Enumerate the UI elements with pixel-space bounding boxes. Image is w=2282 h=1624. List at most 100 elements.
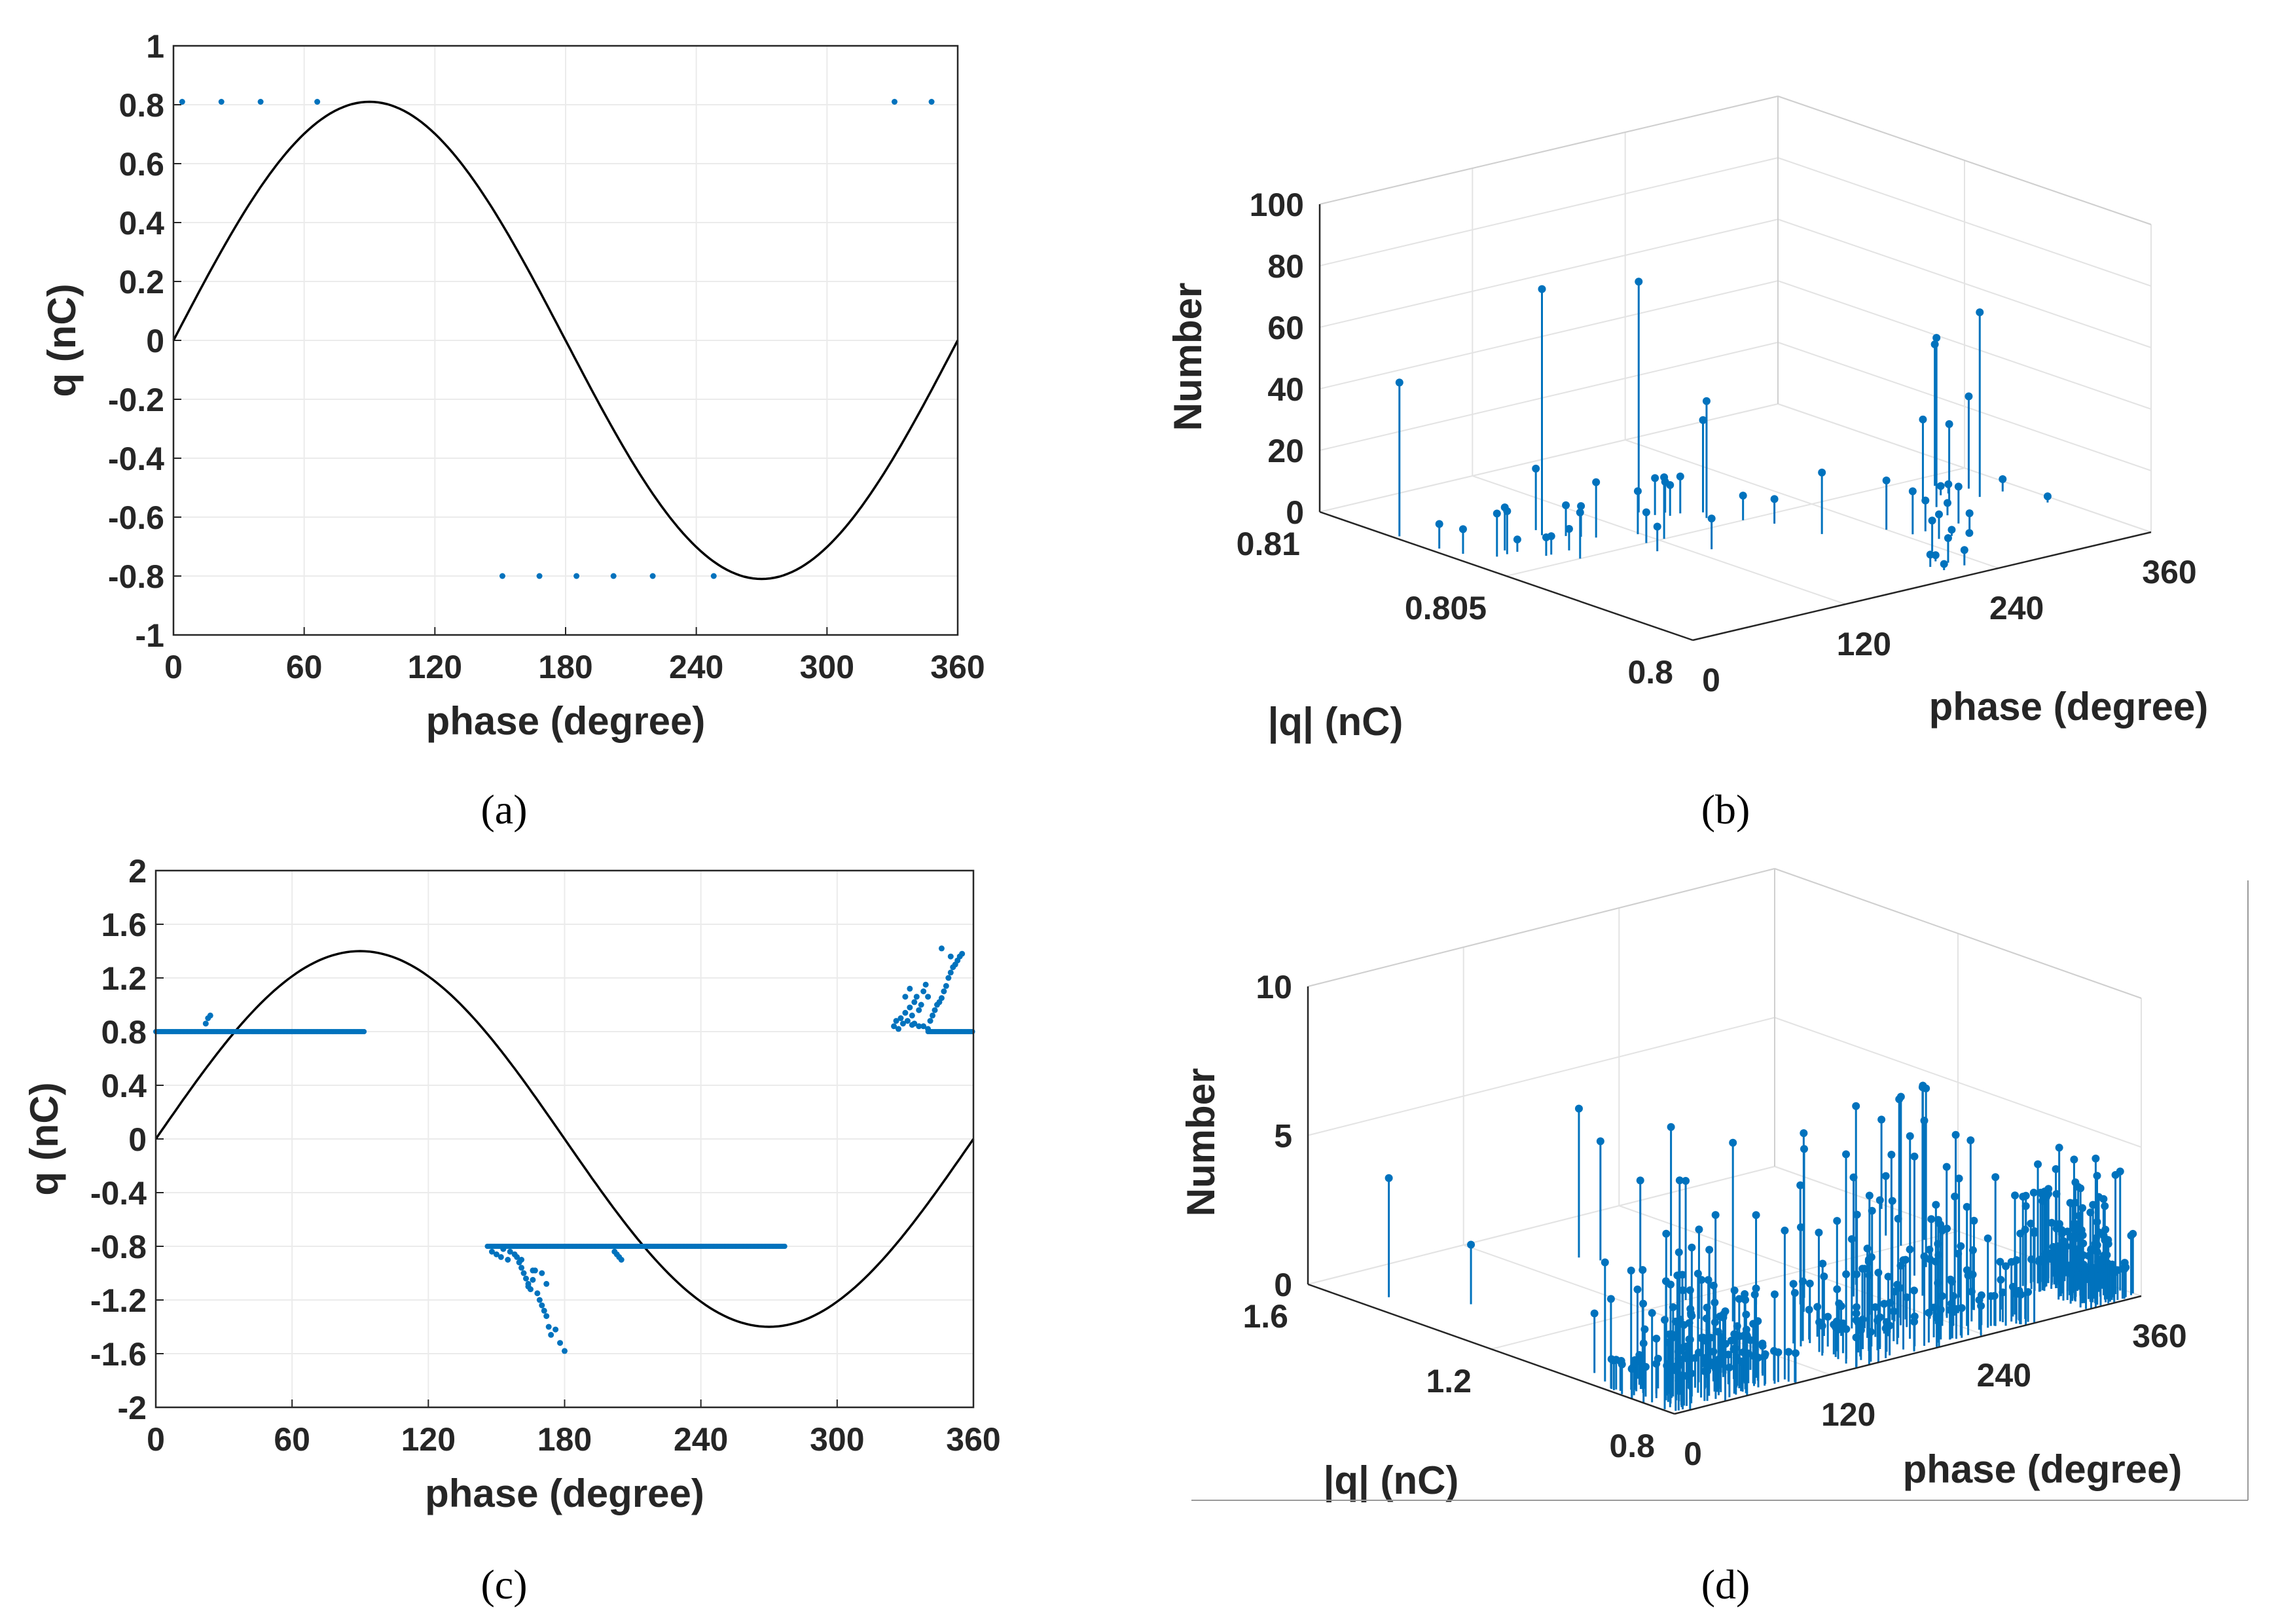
y-tick-label: 1.6 — [1242, 1298, 1288, 1335]
z-tick-label: 0 — [1274, 1267, 1292, 1303]
stem-marker — [1925, 1308, 1933, 1317]
stem-marker — [1731, 1331, 1740, 1339]
data-point — [902, 1009, 909, 1016]
stem-marker — [1709, 1282, 1718, 1290]
stem-marker — [1671, 1317, 1680, 1326]
stem-marker — [1934, 1279, 1942, 1288]
stem-marker — [1667, 1123, 1675, 1131]
x-tick-label: 120 — [408, 649, 462, 685]
stem-marker — [1865, 1191, 1874, 1200]
stem-marker — [1750, 1290, 1759, 1299]
stem-marker — [2071, 1178, 2080, 1187]
stem-marker — [1887, 1151, 1896, 1159]
stem-marker — [2067, 1270, 2075, 1278]
stem-marker — [1852, 1102, 1860, 1110]
wall-gridline — [1319, 157, 1779, 266]
data-point — [361, 1029, 367, 1034]
stem-marker — [1877, 1115, 1886, 1124]
data-point — [920, 1023, 927, 1030]
z-tick-label: 20 — [1267, 433, 1304, 469]
stem-marker — [2076, 1184, 2085, 1193]
stem-marker — [2054, 1265, 2063, 1274]
stem-marker — [1919, 415, 1927, 424]
subplot-b: 01202403600.80.8050.81020406080100phase … — [1166, 96, 2208, 744]
stem-marker — [2081, 1269, 2090, 1278]
stem-marker — [1752, 1211, 1760, 1219]
stem-marker — [1642, 508, 1650, 516]
wall-gridline — [1307, 1166, 1775, 1285]
stem-marker — [1682, 1342, 1691, 1350]
floor-gridline — [1506, 467, 1965, 577]
y-tick-label: -1.6 — [90, 1336, 147, 1373]
stem-marker — [1954, 482, 1963, 491]
data-point — [902, 994, 909, 1000]
stem-marker — [1699, 416, 1707, 424]
stem-marker — [1938, 1291, 1946, 1300]
data-point — [941, 988, 947, 994]
stem-marker — [1863, 1244, 1872, 1253]
stem-marker — [1935, 510, 1943, 518]
data-point — [925, 994, 932, 1000]
data-point — [505, 1257, 511, 1263]
stem-marker — [1695, 1225, 1703, 1234]
data-point — [530, 1276, 536, 1283]
data-point — [507, 1248, 513, 1255]
y-axis-label: q (nC) — [22, 1082, 66, 1195]
stem-marker — [1820, 1272, 1828, 1281]
stem-marker — [1902, 1293, 1911, 1301]
stem-marker — [2059, 1236, 2067, 1245]
data-point — [520, 1270, 527, 1276]
stem-marker — [1946, 1275, 1955, 1284]
stem-marker — [1796, 1181, 1805, 1189]
stem-marker — [2021, 1202, 2030, 1210]
stem-marker — [1627, 1266, 1635, 1274]
x-axis-label: phase (degree) — [425, 1471, 704, 1515]
y-tick-label: 0 — [146, 323, 164, 359]
stem-marker — [1819, 1259, 1827, 1268]
z-tick-label: 5 — [1274, 1118, 1292, 1155]
caption-d: (d) — [1701, 1561, 1750, 1608]
caption-a: (a) — [480, 786, 527, 833]
stem-marker — [1965, 392, 1973, 401]
y-tick-label: 0.2 — [118, 264, 164, 300]
data-point — [610, 573, 617, 579]
stem-marker — [1758, 1342, 1767, 1350]
stem-marker — [1682, 1177, 1690, 1185]
stem-marker — [1711, 1365, 1720, 1373]
data-point — [893, 1018, 899, 1024]
stem-marker — [1796, 1223, 1805, 1231]
stem-marker — [1503, 507, 1512, 515]
y-tick-label: 0.4 — [101, 1068, 147, 1104]
stem-marker — [1813, 1303, 1822, 1311]
data-point — [562, 1348, 568, 1354]
data-point — [782, 1244, 788, 1249]
stem-marker — [1885, 1299, 1894, 1307]
stem-marker — [2120, 1265, 2129, 1273]
box-edge — [1307, 868, 1775, 987]
stem-marker — [1666, 1280, 1675, 1289]
x-tick-label: 240 — [1977, 1357, 2031, 1394]
stem-marker — [2040, 1257, 2048, 1265]
stem-marker — [1921, 496, 1930, 505]
z-tick-label: 0 — [1286, 494, 1304, 531]
stem-marker — [1704, 1276, 1712, 1284]
data-point — [530, 1267, 536, 1274]
z-tick-label: 80 — [1267, 248, 1304, 285]
stem-marker — [1908, 487, 1917, 496]
stem-marker — [1852, 1333, 1860, 1342]
subplot-a: 0 60 120 180 240 300 360 -1 -0.8 -0.6 -0.4 -0.2 0 0.2… — [40, 28, 985, 743]
x-tick-label: 360 — [930, 649, 985, 685]
data-point — [896, 1026, 902, 1032]
data-point — [932, 1007, 938, 1013]
stem-marker — [1967, 1288, 1976, 1296]
z-tick-label: 60 — [1267, 310, 1304, 346]
stem-marker — [1666, 1373, 1675, 1382]
data-point — [257, 99, 264, 105]
stem-marker — [1875, 1196, 1884, 1204]
stem-marker — [1991, 1173, 2000, 1182]
x-axis-label: phase (degree) — [1903, 1447, 2182, 1491]
stem-marker — [1957, 1304, 1966, 1312]
stem-marker — [1730, 1286, 1739, 1295]
stem-marker — [1963, 1202, 1971, 1211]
data-point — [911, 999, 918, 1005]
